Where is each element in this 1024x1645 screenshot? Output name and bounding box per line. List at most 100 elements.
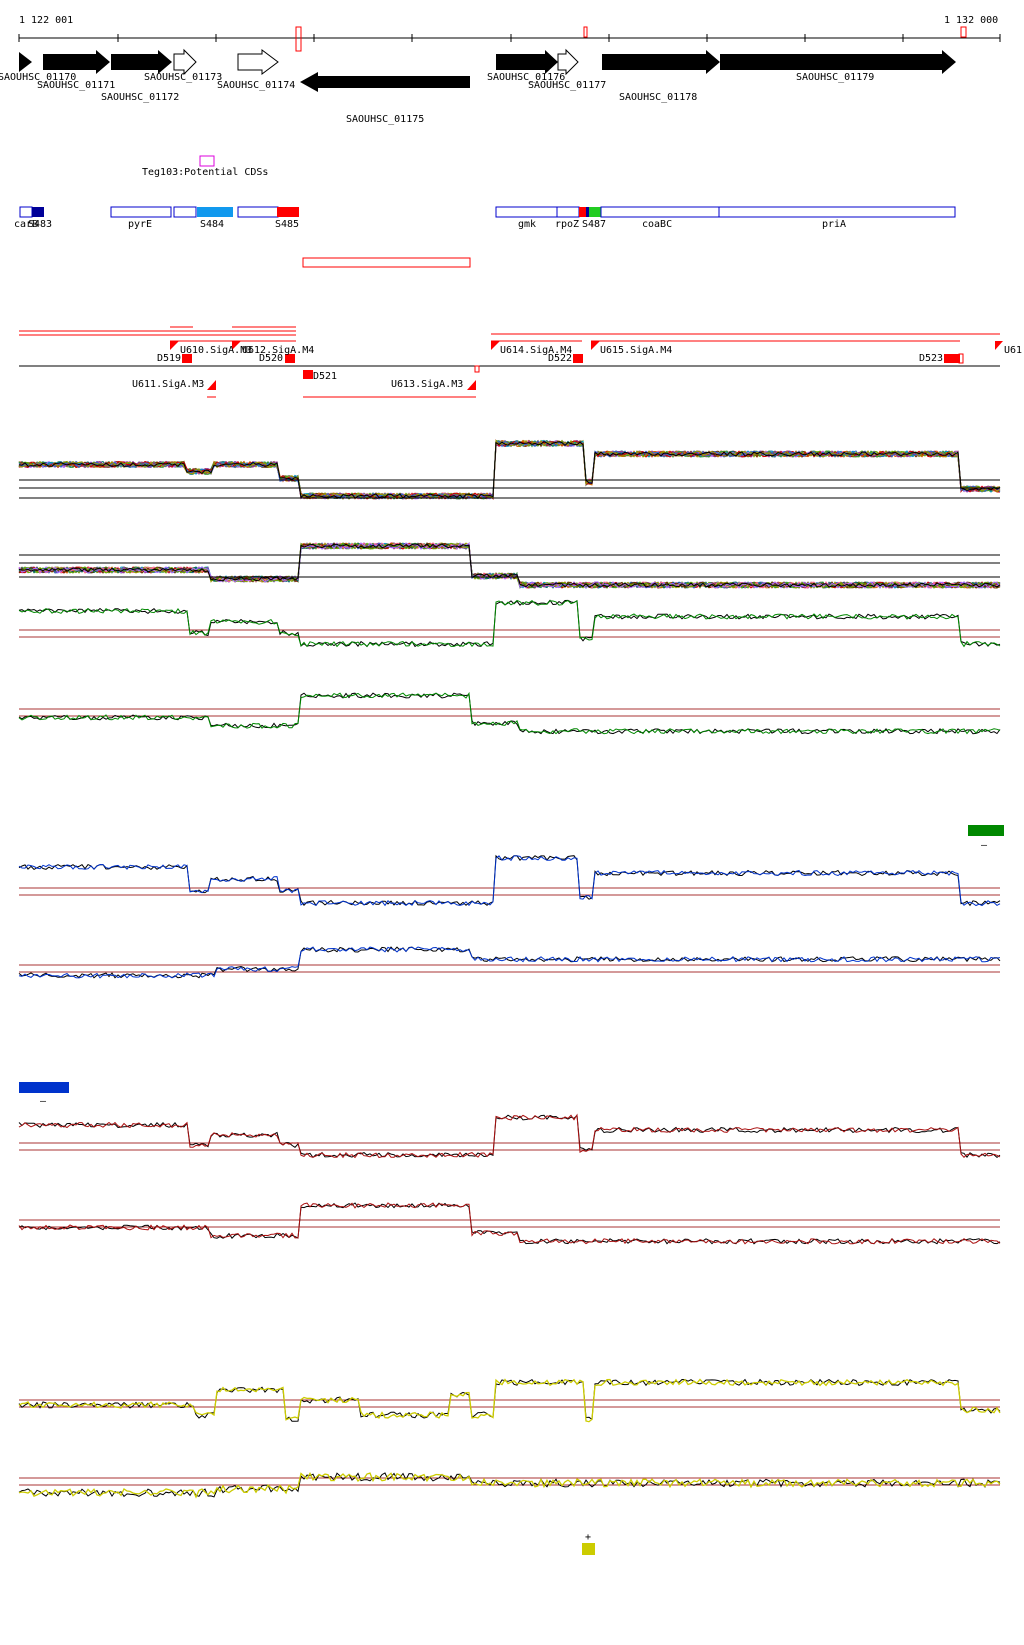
gene-arrow-SAOUHSC_01170[interactable] bbox=[19, 52, 32, 72]
promoter-label-U611: U611.SigA.M3 bbox=[132, 379, 204, 390]
terminator-label-D520: D520 bbox=[259, 353, 283, 364]
gene-arrow-SAOUHSC_01174[interactable] bbox=[237, 49, 279, 75]
profile-line-multi-minus bbox=[18, 543, 1001, 588]
profile-line-multi-minus bbox=[18, 542, 1001, 589]
region-box-S483[interactable] bbox=[32, 207, 44, 217]
region-box-carB[interactable] bbox=[19, 206, 33, 218]
promoter-marker[interactable] bbox=[207, 380, 216, 390]
profile-line-multi-minus bbox=[18, 542, 1001, 589]
region-label-S483: S483 bbox=[28, 219, 52, 230]
profile-line-multi-minus bbox=[18, 542, 1001, 589]
gene-arrow-SAOUHSC_01176[interactable] bbox=[496, 50, 558, 74]
ruler-marker bbox=[960, 26, 967, 38]
region-box-rpoZ[interactable] bbox=[556, 206, 580, 218]
profile-line-blue-minus bbox=[18, 946, 1001, 979]
profile-line-multi-plus bbox=[18, 439, 1001, 500]
terminator-box-D521[interactable] bbox=[303, 370, 313, 379]
terminator-label-D519: D519 bbox=[157, 353, 181, 364]
gene-label-SAOUHSC_01174: SAOUHSC_01174 bbox=[217, 80, 295, 91]
region-box-S487-green[interactable] bbox=[589, 207, 601, 217]
region-label-S485: S485 bbox=[275, 219, 299, 230]
promoter-label-U615: U615.SigA.M4 bbox=[600, 345, 672, 356]
region-box-priA[interactable] bbox=[718, 206, 956, 218]
gene-arrow-SAOUHSC_01175[interactable] bbox=[300, 72, 470, 92]
profile-line-green-minus bbox=[18, 692, 1001, 735]
promoter-marker[interactable] bbox=[170, 341, 179, 350]
profile-line-multi-plus bbox=[18, 439, 1000, 500]
profile-line-multi-minus bbox=[18, 542, 1001, 589]
region-box-S487-red[interactable] bbox=[579, 207, 586, 217]
region-label-gmk: gmk bbox=[518, 219, 536, 230]
terminator-label-D523: D523 bbox=[919, 353, 943, 364]
profile-line-yellow-plus bbox=[18, 1378, 1001, 1422]
region-box-S485[interactable] bbox=[277, 207, 299, 217]
profile-line-multi-minus bbox=[18, 542, 1001, 589]
gene-arrow-SAOUHSC_01177[interactable] bbox=[557, 48, 579, 76]
gene-label-SAOUHSC_01172: SAOUHSC_01172 bbox=[101, 92, 179, 103]
promoter-marker[interactable] bbox=[467, 380, 476, 390]
ruler-start-label: 1 122 001 bbox=[19, 15, 73, 26]
legend-marks: – – + bbox=[19, 825, 1004, 1555]
profile-line-multi-minus bbox=[18, 542, 1001, 589]
gene-arrow-SAOUHSC_01171[interactable] bbox=[43, 50, 110, 74]
region-box-gmk[interactable] bbox=[495, 206, 558, 218]
transcript-track: U610.SigA.M3 U612.SigA.M4 U611.SigA.M3 U… bbox=[19, 326, 1022, 398]
gene-arrow-SAOUHSC_01179[interactable] bbox=[720, 50, 956, 74]
region-label-rpoZ: rpoZ bbox=[555, 219, 579, 230]
profile-line-green-minus bbox=[18, 691, 1001, 735]
terminator-box-D523[interactable] bbox=[944, 354, 960, 363]
terminator-box[interactable] bbox=[474, 365, 480, 373]
profile-line-multi-plus bbox=[18, 440, 1001, 501]
teg-box[interactable] bbox=[199, 155, 215, 167]
region-box[interactable] bbox=[173, 206, 197, 218]
gene-arrow-SAOUHSC_01172[interactable] bbox=[111, 50, 172, 74]
terminator-label-D521: D521 bbox=[313, 371, 337, 382]
gene-arrow-SAOUHSC_01173[interactable] bbox=[173, 48, 197, 76]
promoter-marker[interactable] bbox=[995, 341, 1003, 350]
promoter-label-U616: U61 bbox=[1004, 345, 1022, 356]
promoter-label-U610: U610.SigA.M3 bbox=[180, 345, 252, 356]
profile-line-multi-minus bbox=[18, 542, 1001, 589]
profile-line-multi-minus bbox=[18, 542, 1001, 589]
profile-line-red-plus bbox=[18, 1113, 1001, 1159]
terminator-box-D519[interactable] bbox=[182, 354, 192, 363]
teg-label: Teg103:Potential CDSs bbox=[142, 167, 268, 178]
teg-track: Teg103:Potential CDSs bbox=[142, 155, 268, 178]
profile-line-multi-plus bbox=[18, 440, 1001, 500]
gene-label-SAOUHSC_01171: SAOUHSC_01171 bbox=[37, 80, 115, 91]
region-track: carB S483 pyrE S484 S485 gmk rpoZ S487 c… bbox=[14, 206, 956, 268]
region-box[interactable] bbox=[237, 206, 279, 218]
profile-line-multi-minus bbox=[18, 542, 1001, 589]
promoter-marker[interactable] bbox=[232, 341, 241, 350]
promoter-label-U612: U612.SigA.M4 bbox=[242, 345, 314, 356]
profile-line-multi-plus bbox=[18, 439, 1001, 500]
gene-arrow-SAOUHSC_01178[interactable] bbox=[602, 50, 720, 74]
antisense-region-box[interactable] bbox=[302, 257, 471, 268]
region-box-S487-navy[interactable] bbox=[586, 207, 589, 217]
region-box-coaBC[interactable] bbox=[600, 206, 720, 218]
gene-label-SAOUHSC_01178: SAOUHSC_01178 bbox=[619, 92, 697, 103]
profile-line-yellow-minus bbox=[18, 1471, 1001, 1499]
profile-line-green-plus bbox=[18, 599, 1001, 648]
profile-line-blue-minus bbox=[18, 946, 1001, 979]
gene-label-SAOUHSC_01176: SAOUHSC_01176 bbox=[487, 72, 565, 83]
profile-line-multi-plus bbox=[18, 439, 1001, 500]
terminator-box[interactable] bbox=[958, 353, 964, 364]
legend-swatch-green bbox=[968, 825, 1004, 836]
profile-line-multi-minus bbox=[18, 541, 1001, 589]
promoter-marker[interactable] bbox=[591, 341, 600, 350]
terminator-box-D520[interactable] bbox=[285, 354, 295, 363]
profile-line-multi-plus bbox=[18, 439, 1001, 500]
profile-line-yellow-plus bbox=[18, 1378, 1001, 1423]
region-box-S484[interactable] bbox=[197, 207, 233, 217]
profile-line-multi-minus bbox=[18, 542, 1001, 589]
profile-line-multi-minus bbox=[18, 542, 1001, 589]
gene-label-SAOUHSC_01170: SAOUHSC_01170 bbox=[0, 72, 76, 83]
profile-line-blue-plus bbox=[18, 854, 1001, 907]
terminator-box-D522[interactable] bbox=[573, 354, 583, 363]
profile-line-multi-plus bbox=[18, 439, 1001, 500]
promoter-marker[interactable] bbox=[491, 341, 500, 350]
profile-line-multi-plus bbox=[18, 439, 1001, 500]
region-box-pyrE[interactable] bbox=[110, 206, 172, 218]
